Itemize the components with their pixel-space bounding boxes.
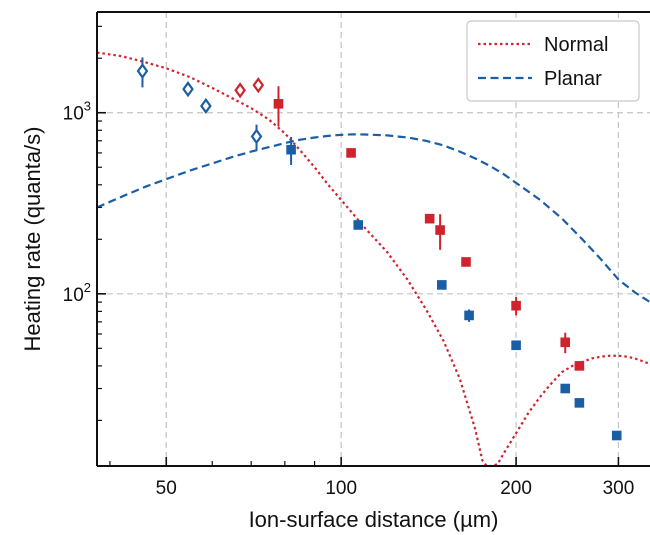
data-point-square — [437, 280, 447, 290]
data-point-diamond — [250, 128, 263, 145]
data-point-square — [574, 361, 585, 371]
data-point-square — [346, 148, 356, 158]
data-point-diamond — [200, 97, 212, 115]
model-curves — [97, 51, 650, 466]
x-tick-label: 50 — [156, 478, 177, 499]
y-axis-title: Heating rate (quanta/s) — [20, 126, 45, 351]
axis-ticks: 50 100 200 300 102 103 — [63, 25, 635, 499]
data-point-square — [511, 340, 521, 351]
legend-label-planar: Planar — [544, 68, 602, 90]
data-point-square — [560, 337, 571, 348]
y-tick-label: 102 — [63, 280, 91, 306]
data-point-square — [464, 310, 474, 321]
data-point-square — [286, 144, 296, 155]
curve-normal — [97, 51, 650, 466]
x-tick-label: 100 — [325, 478, 357, 499]
data-point-square — [424, 213, 435, 224]
x-axis-title: Ion-surface distance (µm) — [249, 507, 499, 532]
data-point-square — [273, 99, 284, 109]
data-point-diamond — [136, 62, 149, 80]
data-point-square — [611, 430, 622, 441]
curve-planar — [97, 133, 650, 304]
legend-label-normal: Normal — [544, 34, 608, 56]
x-tick-label: 300 — [603, 478, 635, 499]
data-point-square — [435, 225, 445, 235]
legend-frame — [466, 20, 640, 102]
data-point-square — [574, 398, 585, 408]
y-tick-label: 103 — [63, 99, 91, 125]
data-point-square — [461, 257, 471, 267]
x-tick-label: 200 — [500, 478, 532, 499]
data-points — [136, 57, 622, 441]
data-point-square — [511, 300, 521, 311]
data-point-diamond — [252, 77, 265, 94]
legend: Normal Planar — [466, 20, 640, 102]
data-point-diamond — [182, 81, 194, 98]
data-point-diamond — [234, 82, 246, 99]
data-point-square — [560, 383, 571, 394]
data-point-square — [353, 220, 364, 230]
